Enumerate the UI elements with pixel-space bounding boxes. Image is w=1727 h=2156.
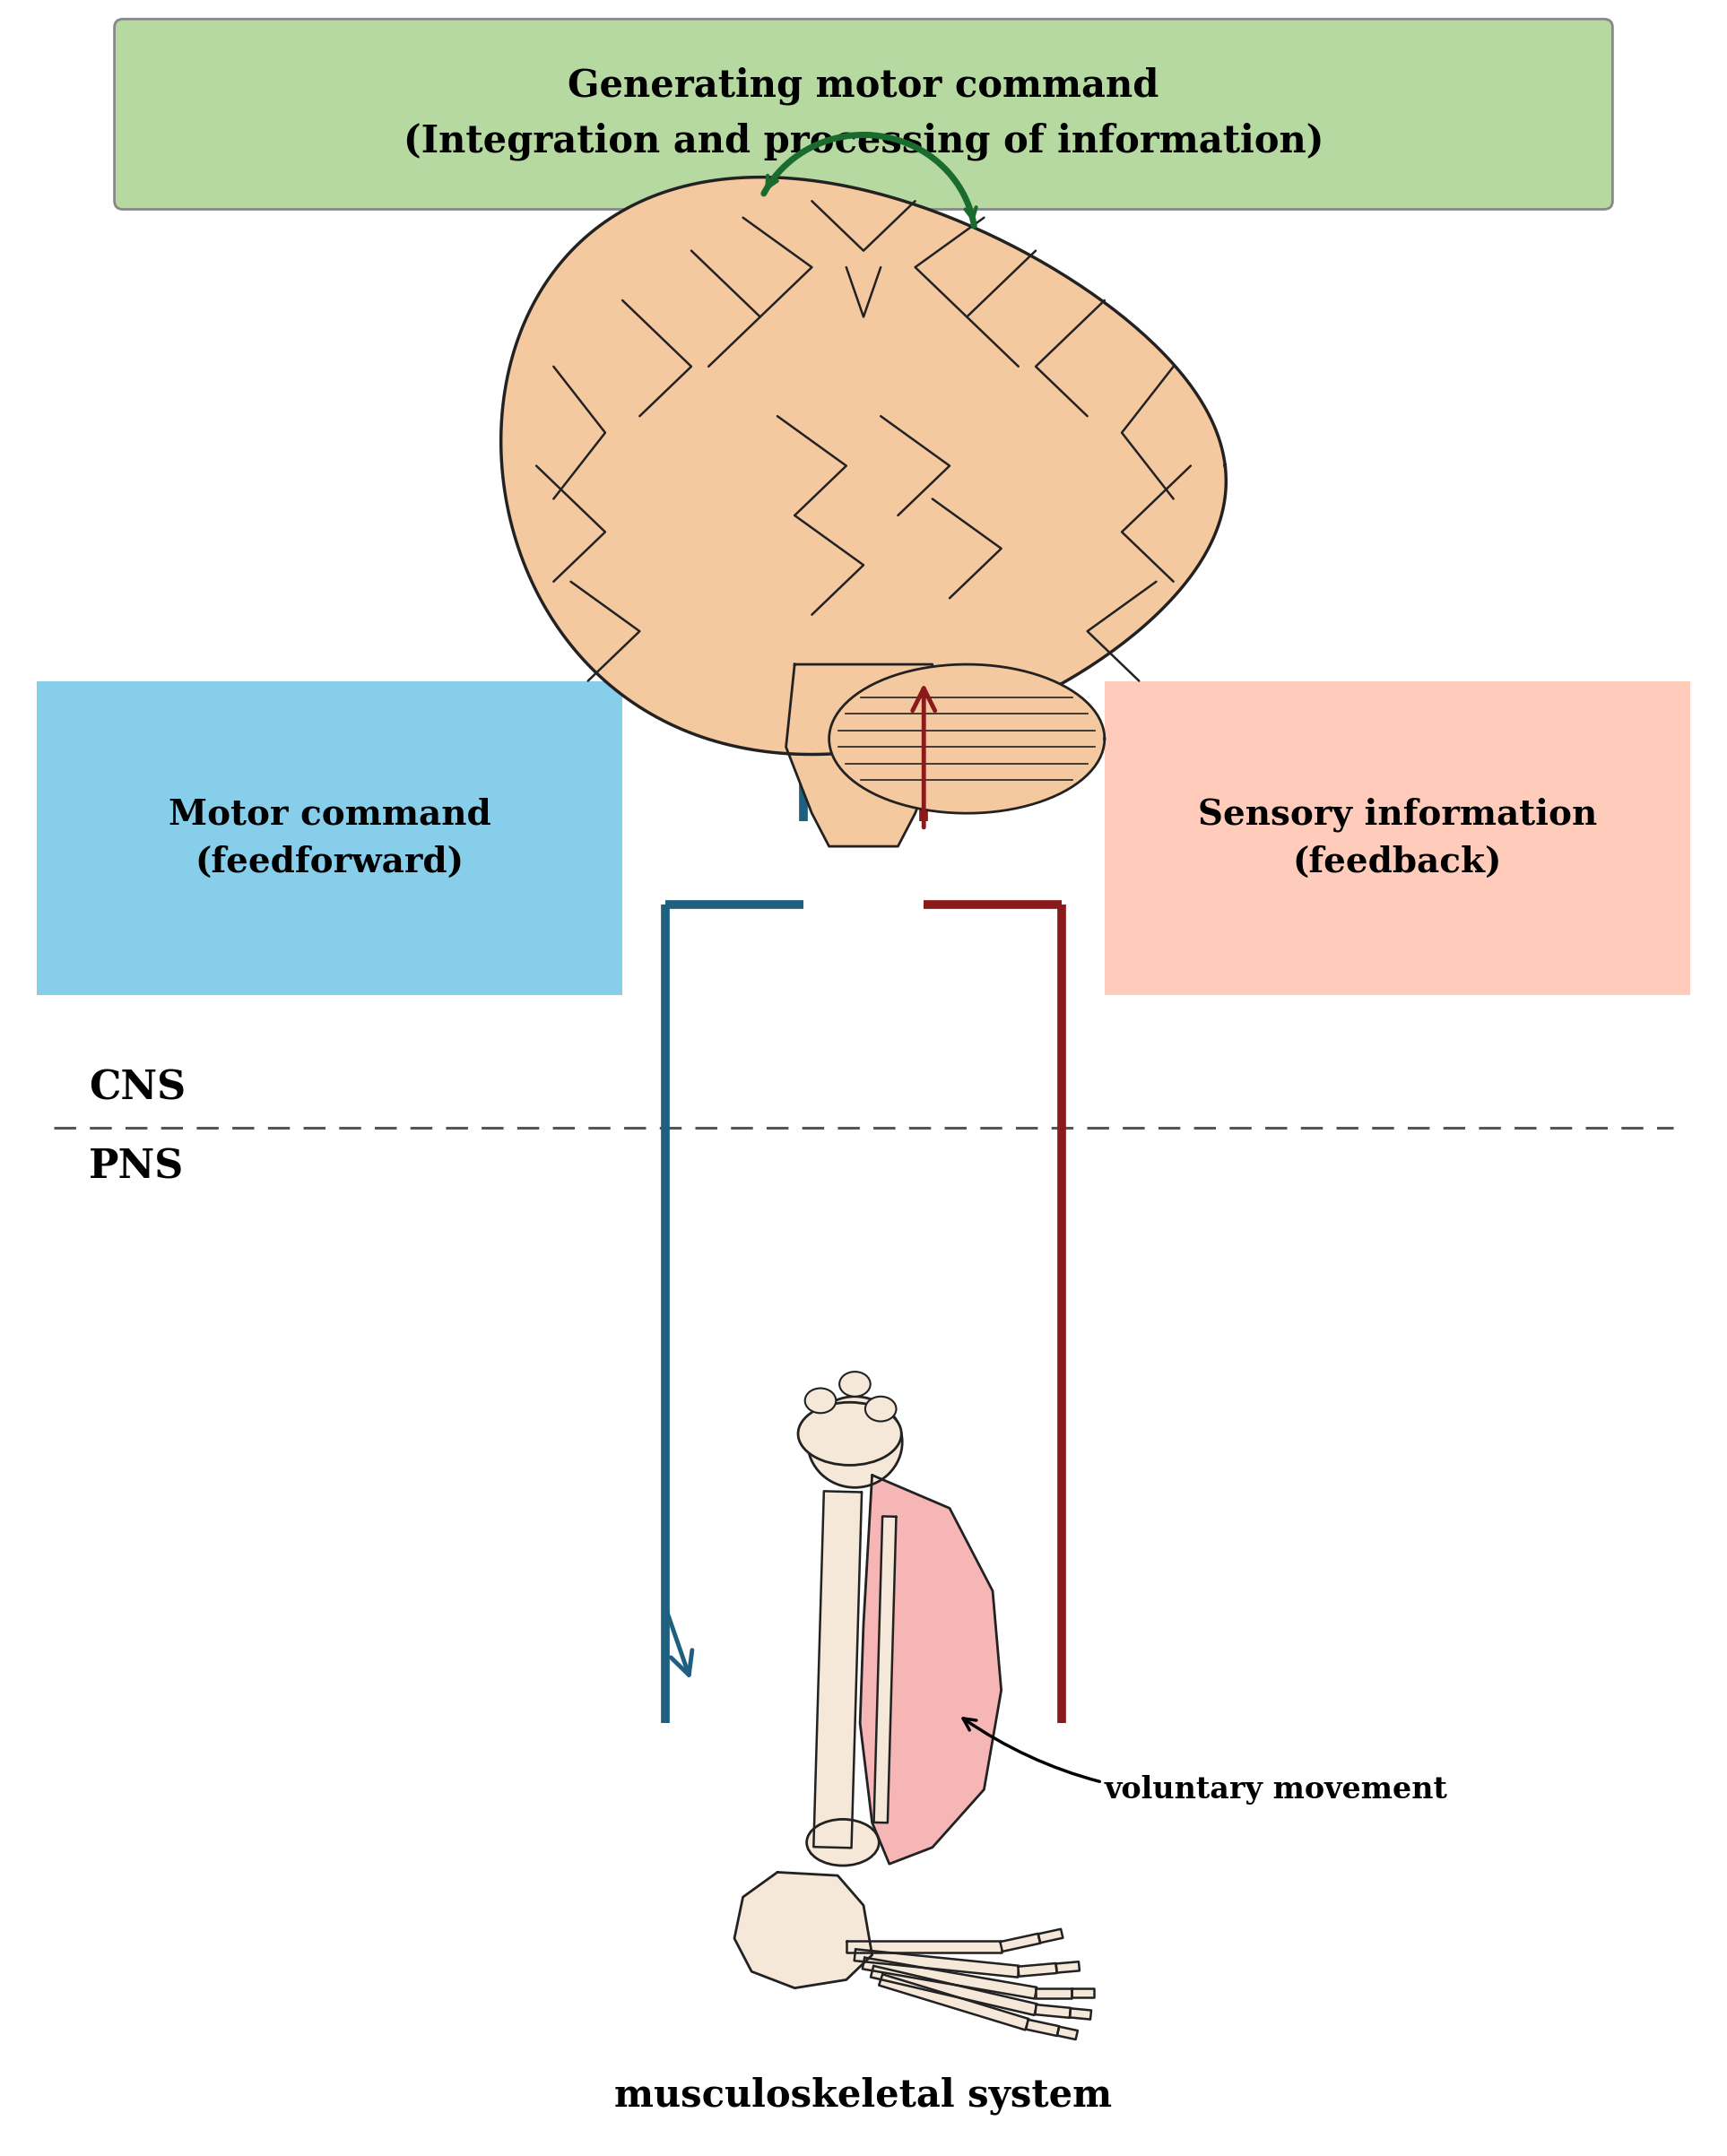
Ellipse shape: [798, 1401, 901, 1466]
Polygon shape: [1057, 2027, 1078, 2040]
Polygon shape: [855, 1949, 1019, 1977]
Text: Motor command
(feedforward): Motor command (feedforward): [169, 798, 490, 880]
Ellipse shape: [865, 1397, 896, 1421]
Polygon shape: [1055, 1962, 1079, 1973]
Ellipse shape: [839, 1371, 870, 1397]
Text: Sensory information
(feedback): Sensory information (feedback): [1199, 798, 1597, 880]
Polygon shape: [1038, 1930, 1062, 1943]
FancyBboxPatch shape: [1105, 681, 1691, 996]
Polygon shape: [1026, 2020, 1059, 2035]
Polygon shape: [1069, 2009, 1091, 2020]
Text: CNS: CNS: [88, 1069, 185, 1108]
Text: PNS: PNS: [88, 1147, 183, 1186]
Polygon shape: [734, 1871, 872, 1988]
Ellipse shape: [808, 1397, 901, 1488]
FancyBboxPatch shape: [36, 681, 622, 996]
Ellipse shape: [805, 1388, 836, 1412]
Polygon shape: [829, 664, 1105, 813]
Polygon shape: [874, 1516, 896, 1822]
Polygon shape: [786, 664, 941, 847]
Polygon shape: [860, 1475, 1002, 1865]
Polygon shape: [879, 1975, 1029, 2031]
Polygon shape: [862, 1958, 1036, 1999]
Text: musculoskeletal system: musculoskeletal system: [615, 2076, 1112, 2115]
Polygon shape: [1034, 2005, 1071, 2018]
Polygon shape: [870, 1966, 1038, 2016]
Polygon shape: [1000, 1934, 1040, 1951]
Polygon shape: [813, 1492, 862, 1848]
FancyBboxPatch shape: [114, 19, 1613, 209]
Polygon shape: [1017, 1964, 1057, 1977]
Text: Generating motor command
(Integration and processing of information): Generating motor command (Integration an…: [404, 67, 1323, 160]
Text: voluntary movement: voluntary movement: [964, 1718, 1447, 1805]
Polygon shape: [1036, 1988, 1072, 1999]
Polygon shape: [1072, 1988, 1093, 1999]
Polygon shape: [846, 1940, 1002, 1953]
Ellipse shape: [807, 1820, 879, 1865]
Polygon shape: [501, 177, 1226, 755]
